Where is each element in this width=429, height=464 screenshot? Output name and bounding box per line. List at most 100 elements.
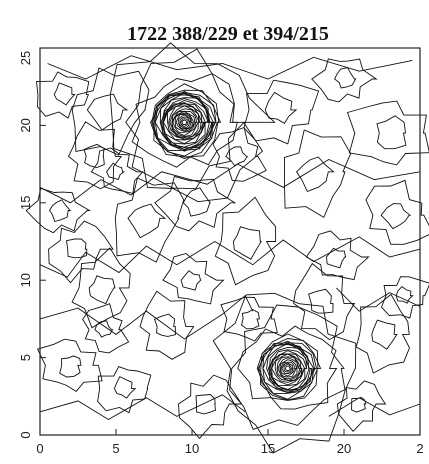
noise-contour: [380, 276, 429, 319]
noise-contour: [67, 121, 123, 190]
noise-contour: [195, 394, 216, 415]
noise-contour: [395, 286, 414, 304]
peak-contour: [161, 97, 210, 151]
noise-contour: [65, 238, 88, 259]
noise-contour: [212, 126, 267, 182]
noise-contour: [371, 319, 398, 350]
y-tick-label: 25: [18, 51, 33, 65]
noise-contour: [182, 187, 212, 217]
peak-contour: [171, 110, 198, 136]
peak-outer-contour: [237, 325, 338, 410]
noise-contour: [240, 309, 260, 330]
peak-contour: [179, 116, 191, 129]
peak-contour: [267, 349, 308, 390]
y-axis: 0 5 10 15 20 25: [18, 47, 46, 439]
noise-contour: [351, 396, 367, 413]
noise-contour: [83, 143, 105, 168]
noise-contour: [154, 175, 237, 232]
noise-contour: [25, 187, 92, 234]
background-contour: [336, 287, 421, 312]
noise-contour: [293, 262, 356, 341]
peak-contour: [269, 350, 308, 387]
background-contour: [39, 236, 421, 278]
x-tick-label: 20: [337, 441, 351, 456]
background-contour: [39, 294, 254, 340]
peak-contour: [284, 365, 291, 372]
noise-contour: [326, 247, 347, 269]
peak-contour: [280, 361, 296, 377]
noise-contour: [243, 79, 320, 145]
peak-contour: [180, 118, 189, 127]
noise-contour: [180, 270, 202, 291]
noise-contour: [53, 82, 76, 106]
y-tick-label: 15: [18, 196, 33, 210]
noise-contour: [113, 376, 137, 399]
noise-contour: [82, 303, 130, 354]
noise-contour: [35, 71, 90, 119]
peak-contour: [154, 94, 217, 152]
noise-contour: [365, 179, 429, 245]
noise-contour: [296, 156, 335, 192]
peak-contour: [262, 344, 313, 393]
peak-contour: [281, 362, 294, 374]
noise-contour: [88, 275, 116, 305]
peak-contour: [277, 357, 298, 380]
noise-contour: [90, 147, 144, 194]
peak-contour: [283, 364, 293, 373]
noise-contour: [48, 220, 114, 284]
y-tick-label: 0: [18, 431, 33, 438]
noise-contour: [71, 247, 131, 329]
peak-contour: [172, 111, 196, 133]
noise-contour: [106, 162, 126, 180]
peak-contour: [160, 98, 208, 148]
noise-contour: [153, 313, 176, 337]
noise-contour: [162, 253, 225, 305]
x-tick-label: 2: [416, 441, 423, 456]
peak-contour: [175, 113, 193, 131]
peak-contour: [181, 119, 188, 125]
peak-outer-contour: [229, 304, 346, 430]
noise-contour: [305, 230, 370, 281]
noise-contour: [127, 203, 167, 239]
peak-outer-contour: [125, 48, 246, 190]
x-tick-label: 5: [112, 441, 119, 456]
noise-contour: [334, 67, 357, 89]
noise-contour: [178, 374, 243, 440]
noise-contour: [59, 355, 82, 378]
peak-contour: [257, 342, 318, 400]
x-tick-label: 0: [36, 441, 43, 456]
noise-contour: [264, 91, 298, 125]
background-contour: [47, 55, 413, 80]
peak-contour: [262, 343, 317, 394]
noise-contour: [36, 338, 103, 392]
peak-contour: [177, 114, 192, 129]
background-contour: [39, 394, 246, 421]
noise-contour: [225, 146, 249, 167]
noise-contour: [94, 320, 114, 338]
noise-contour: [86, 93, 129, 131]
peak-contour: [271, 353, 303, 383]
peak-contour: [279, 359, 298, 378]
noise-contour: [380, 203, 412, 230]
peak-outer-contour: [131, 73, 238, 168]
peak-outer-contour: [109, 42, 276, 203]
background-contour: [39, 158, 421, 204]
noise-contour: [232, 226, 262, 260]
peak-contour: [171, 108, 201, 138]
noise-contour: [139, 290, 195, 360]
peak-outer-contour: [212, 292, 357, 454]
noise-contour: [49, 199, 72, 223]
peak-contour: [168, 105, 202, 141]
plot-frame: [39, 47, 421, 436]
noise-contour: [220, 296, 278, 342]
noise-contour: [97, 366, 152, 414]
x-tick-label: 15: [261, 441, 275, 456]
noise-contour: [308, 288, 334, 314]
noise-contour: [114, 177, 185, 263]
contour-lines: [25, 42, 429, 454]
y-tick-label: 10: [18, 273, 33, 287]
noise-contour: [284, 129, 352, 219]
noise-contour: [376, 115, 407, 150]
